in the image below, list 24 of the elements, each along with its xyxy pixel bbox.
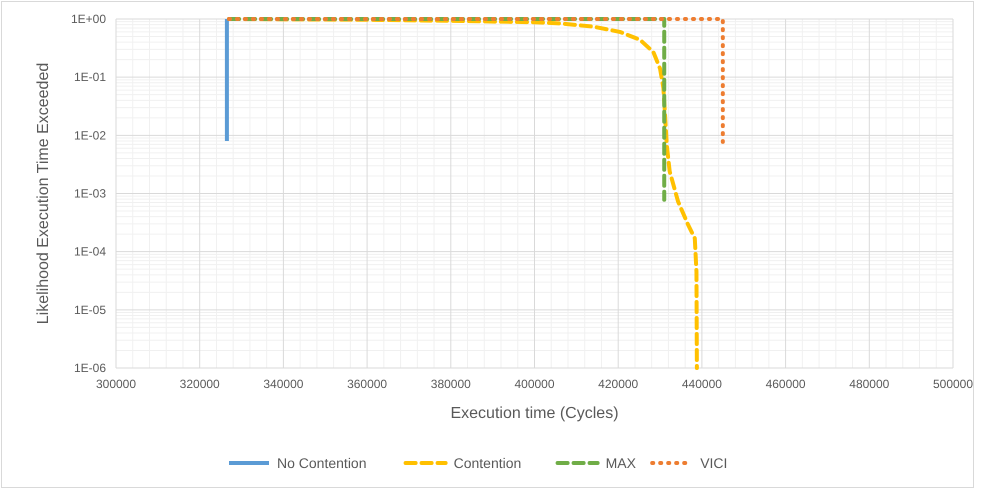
legend-label: MAX [606,455,637,471]
x-tick-label: 500000 [932,377,974,391]
y-tick-label: 1E+00 [70,12,106,26]
x-tick-label: 400000 [514,377,555,391]
x-tick-label: 360000 [347,377,388,391]
x-tick-label: 460000 [766,377,806,391]
y-axis-title: Likelihood Execution Time Exceeded [35,62,52,324]
x-axis-title: Execution time (Cycles) [450,405,619,422]
legend-label: VICI [700,455,728,471]
y-tick-label: 1E-02 [74,128,106,142]
y-tick-label: 1E-04 [74,244,106,259]
y-tick-label: 1E-01 [74,70,106,84]
y-tick-label: 1E-03 [74,186,106,200]
x-tick-label: 320000 [180,377,220,391]
y-tick-label: 1E-05 [74,302,106,317]
x-tick-label: 340000 [263,377,304,391]
x-tick-label: 420000 [598,377,639,391]
x-tick-label: 380000 [430,377,472,391]
y-tick-label: 1E-06 [74,361,106,375]
x-tick-label: 440000 [682,377,722,391]
x-tick-label: 480000 [849,377,890,391]
legend-label: Contention [454,455,522,471]
legend-label: No Contention [277,455,367,471]
x-tick-label: 300000 [96,377,136,391]
